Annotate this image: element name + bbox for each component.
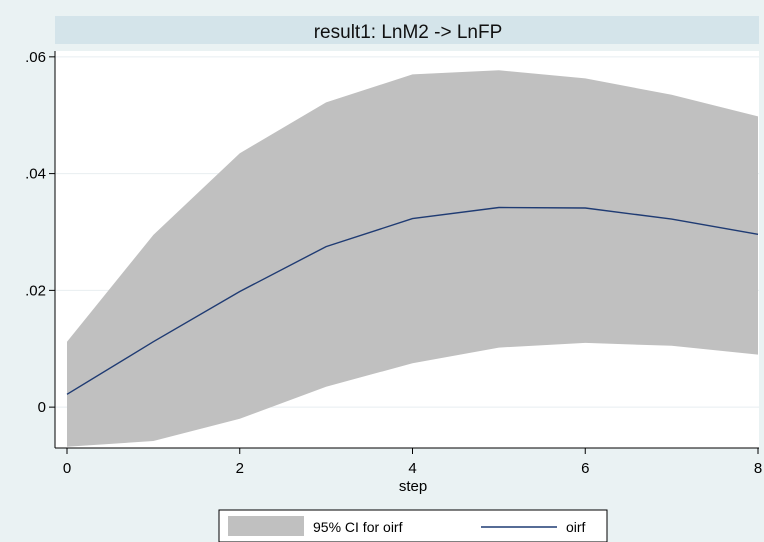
x-ticks: 0 2 4 6 8	[63, 448, 762, 477]
x-tick-label: 8	[754, 460, 762, 477]
y-tick-label: 0	[38, 399, 46, 416]
x-tick-label: 4	[408, 460, 416, 477]
y-tick-label: .04	[25, 166, 46, 183]
y-tick-label: .02	[25, 282, 46, 299]
y-ticks: 0 .02 .04 .06	[25, 49, 55, 416]
legend-label-ci: 95% CI for oirf	[313, 519, 403, 535]
y-tick-label: .06	[25, 49, 46, 66]
ci-band	[67, 70, 758, 447]
x-axis-title: step	[399, 478, 427, 495]
oirf-line	[66, 206, 759, 395]
x-tick-label: 0	[63, 460, 71, 477]
x-tick-label: 6	[581, 460, 589, 477]
legend: 95% CI for oirf oirf	[218, 509, 608, 542]
title-bar	[55, 16, 759, 44]
x-tick-label: 2	[236, 460, 244, 477]
legend-label-oirf: oirf	[566, 519, 586, 535]
legend-swatch-ci	[228, 516, 304, 536]
chart-title: result1: LnM2 -> LnFP	[314, 22, 503, 43]
